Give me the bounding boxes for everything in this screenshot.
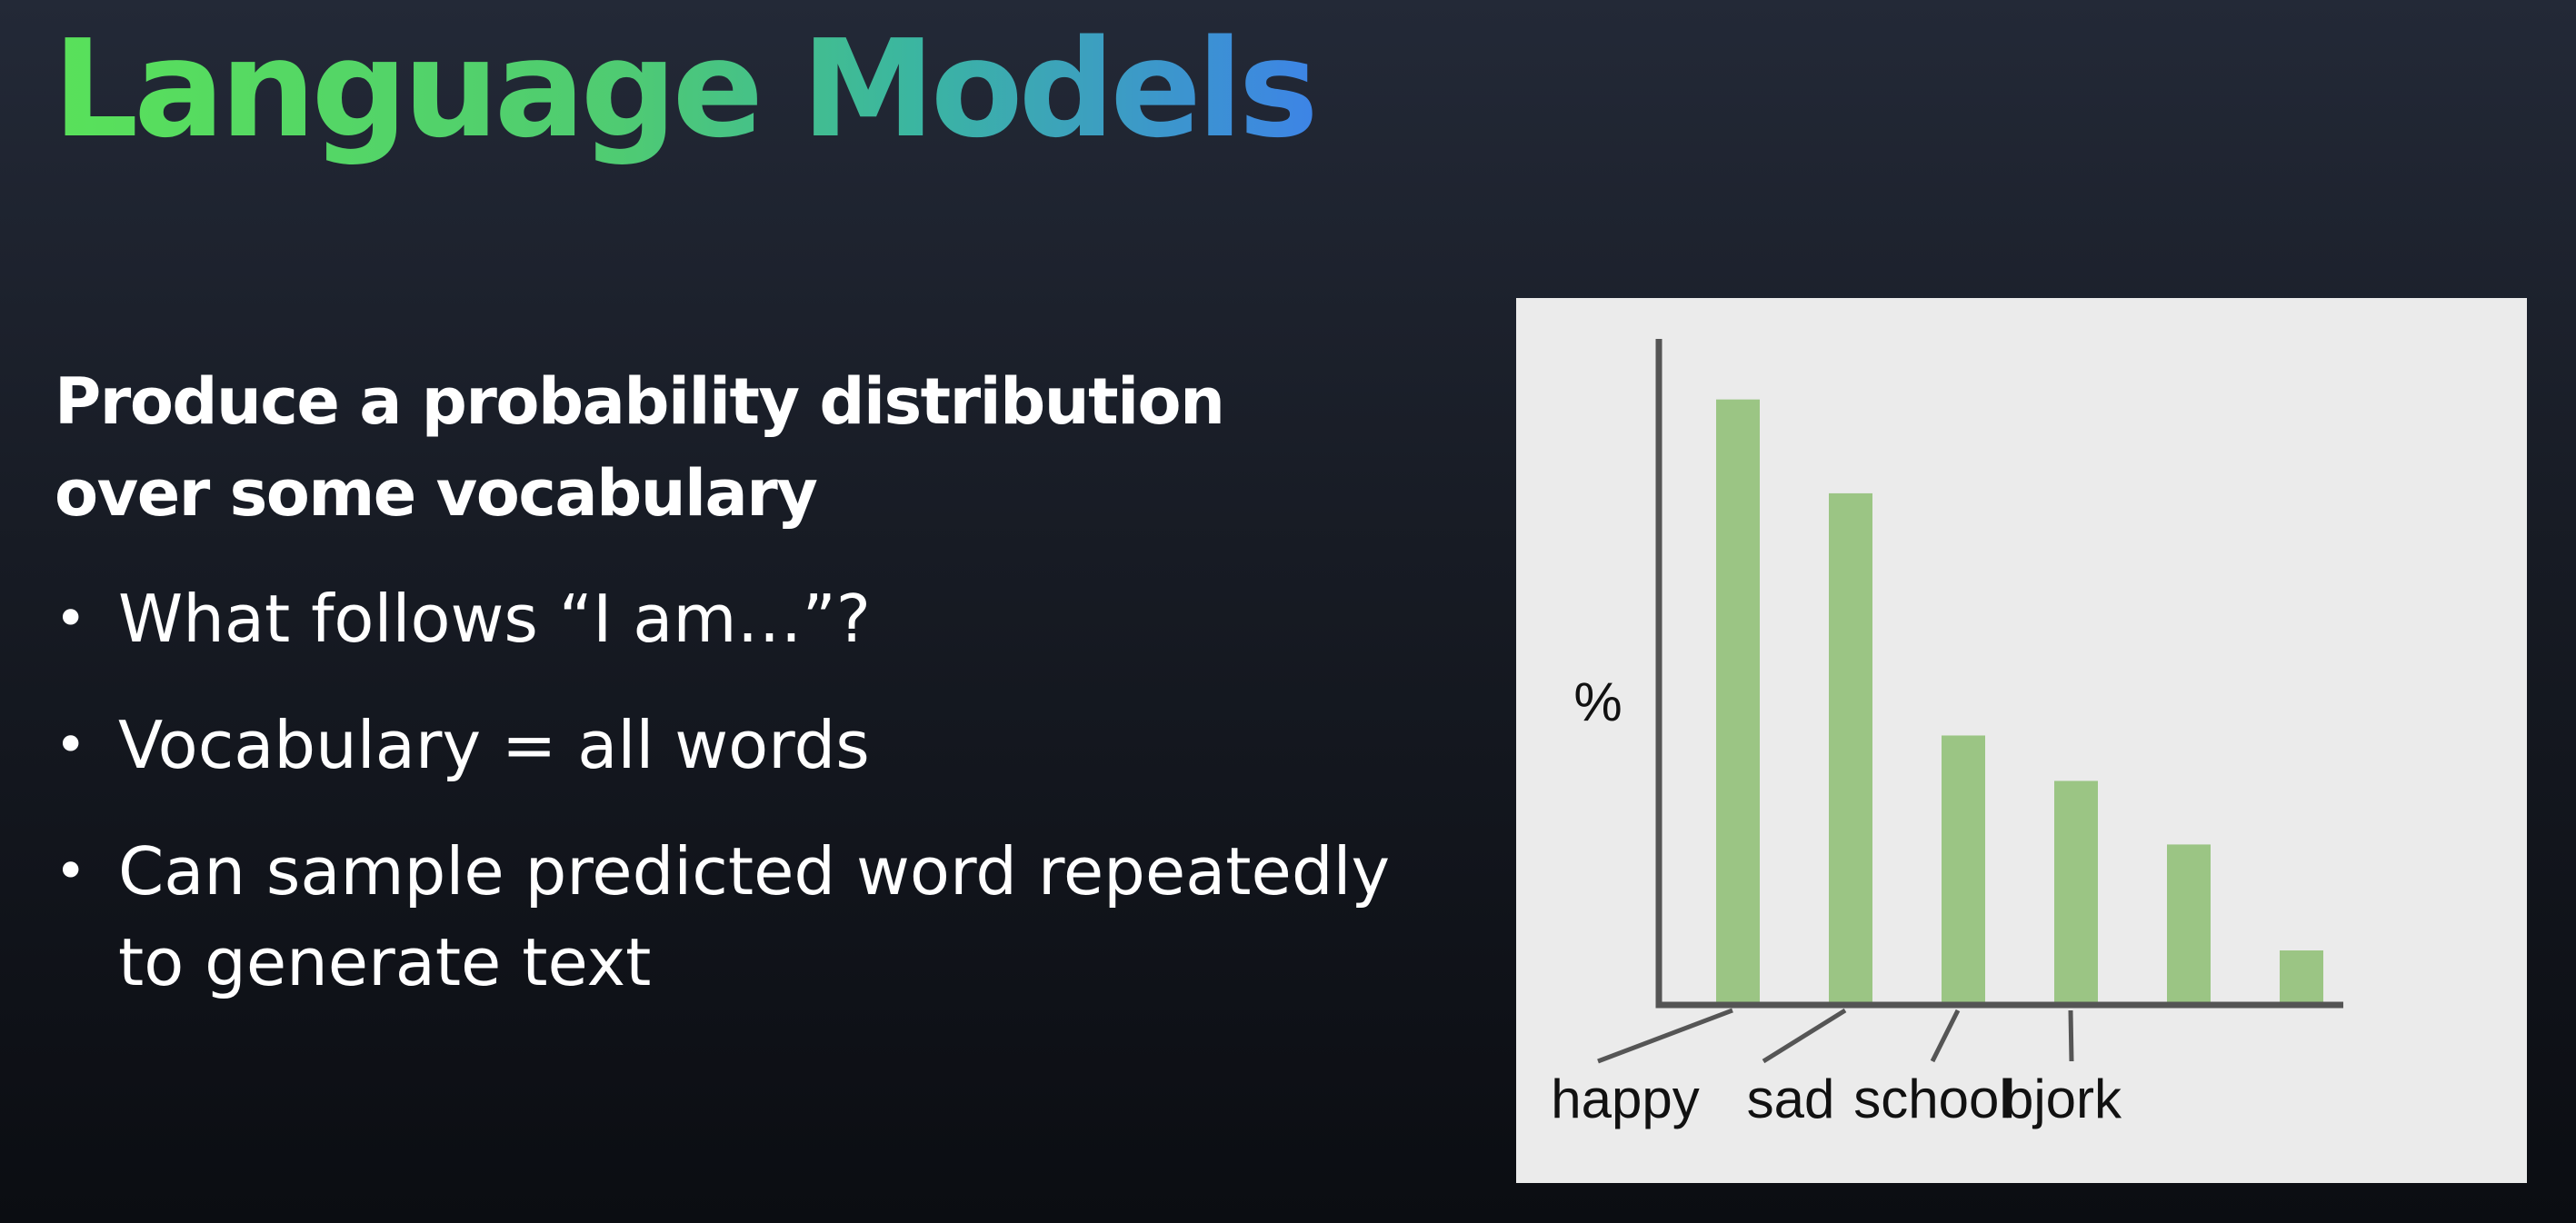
slide-heading: Produce a probability distribution over …	[55, 364, 1225, 531]
leader-line-happy	[1597, 1008, 1733, 1064]
bullet-item: • Vocabulary = all words	[55, 700, 1418, 790]
probability-chart: % happy sad school bjork	[1516, 298, 2527, 1183]
category-label-sad: sad	[1747, 1069, 1835, 1129]
category-label-happy: happy	[1551, 1069, 1699, 1129]
leader-line-school	[1930, 1009, 1961, 1063]
bars-group	[1716, 399, 2323, 1005]
bullet-item: • What follows “I am…”?	[55, 573, 1418, 664]
category-label-bjork: bjork	[2003, 1069, 2122, 1129]
bar-sad	[1829, 492, 1872, 1005]
y-axis-label: %	[1573, 671, 1622, 732]
bullet-text: Vocabulary = all words	[118, 707, 870, 783]
bullet-marker: •	[55, 713, 87, 777]
category-label-school: school	[1853, 1069, 2011, 1129]
bullet-text: Can sample predicted word repeatedly to …	[118, 833, 1391, 1000]
bar-bjork	[2054, 781, 2098, 1005]
bar-item-5	[2167, 844, 2211, 1005]
chart-axes	[1655, 339, 2343, 1009]
leader-line-sad	[1762, 1008, 1847, 1064]
bar-happy	[1716, 399, 1760, 1005]
bullet-marker: •	[55, 587, 87, 651]
leader-line-bjork	[2068, 1009, 2074, 1062]
bullet-list: • What follows “I am…”? • Vocabulary = a…	[55, 573, 1418, 1043]
bar-school	[1942, 735, 1985, 1005]
bar-item-6	[2280, 950, 2323, 1005]
bullet-marker: •	[55, 840, 87, 903]
bullet-item: • Can sample predicted word repeatedly t…	[55, 826, 1418, 1008]
bullet-text: What follows “I am…”?	[118, 581, 871, 657]
slide-title: Language Models	[53, 9, 1319, 171]
